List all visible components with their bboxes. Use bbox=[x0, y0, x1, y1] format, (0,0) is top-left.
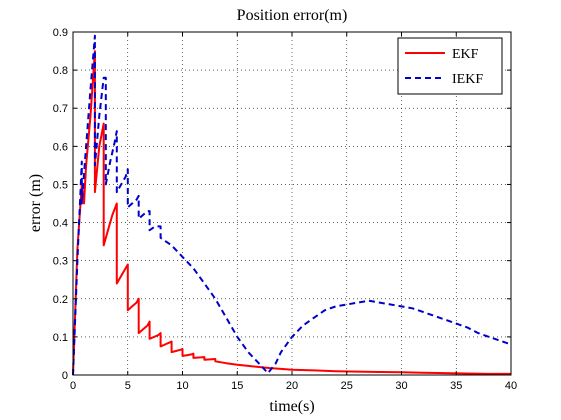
y-tick-label: 0.2 bbox=[53, 294, 68, 306]
legend-label-iekf: IEKF bbox=[452, 72, 483, 87]
y-axis-label: error (m) bbox=[27, 174, 44, 232]
x-tick-label: 25 bbox=[341, 380, 353, 392]
tick-layer: 0 5 10 15 20 25 30 35 40 0 0.1 0.2 0.3 0.4 0.5 0.6 0.7 0.… bbox=[53, 27, 517, 392]
y-tick-label: 0.6 bbox=[53, 141, 68, 153]
series-layer bbox=[72, 34, 512, 376]
y-tick-label: 0.9 bbox=[53, 27, 68, 39]
y-tick-label: 0.1 bbox=[53, 332, 68, 344]
x-tick-label: 30 bbox=[395, 380, 407, 392]
series-line-ekf bbox=[72, 50, 511, 376]
chart-title: Position error(m) bbox=[237, 7, 348, 24]
x-tick-label: 10 bbox=[176, 380, 188, 392]
x-tick-label: 20 bbox=[286, 380, 298, 392]
grid-layer bbox=[73, 32, 511, 375]
y-tick-label: 0.5 bbox=[53, 179, 68, 191]
x-tick-label: 5 bbox=[125, 380, 131, 392]
x-tick-label: 35 bbox=[450, 380, 462, 392]
y-tick-label: 0.3 bbox=[53, 256, 68, 268]
y-tick-label: 0.8 bbox=[53, 65, 68, 77]
series-line-iekf bbox=[72, 34, 512, 376]
x-axis-label: time(s) bbox=[269, 398, 314, 415]
legend: EKF IEKF bbox=[397, 37, 503, 95]
y-tick-label: 0 bbox=[62, 370, 68, 382]
x-tick-label: 0 bbox=[70, 380, 76, 392]
x-tick-label: 15 bbox=[231, 380, 243, 392]
y-tick-label: 0.7 bbox=[53, 103, 68, 115]
x-tick-label: 40 bbox=[505, 380, 517, 392]
y-tick-label: 0.4 bbox=[53, 218, 68, 230]
legend-label-ekf: EKF bbox=[452, 47, 479, 62]
legend-box bbox=[397, 37, 503, 95]
